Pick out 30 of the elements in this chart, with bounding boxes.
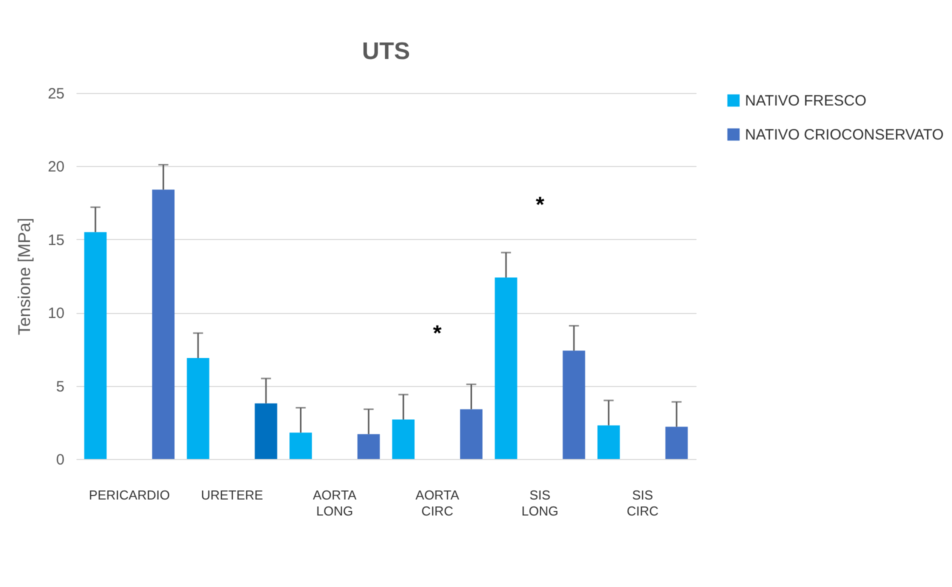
bar — [84, 232, 107, 459]
annotation: * — [433, 320, 442, 346]
bar — [665, 426, 688, 459]
annotation: * — [536, 192, 545, 217]
bar — [597, 425, 620, 459]
y-tick-label: 10 — [48, 305, 64, 322]
x-tick-label: URETERE — [200, 488, 264, 502]
x-tick-label: AORTA LONG — [312, 488, 357, 518]
y-tick-label: 20 — [48, 158, 64, 176]
y-tick-label: 5 — [56, 378, 64, 396]
chart-title: UTS — [362, 38, 410, 65]
bar — [290, 432, 312, 459]
y-tick-label: 25 — [48, 86, 64, 102]
bar — [357, 434, 380, 459]
x-tick-label: AORTA CIRC — [416, 488, 460, 518]
legend-label: NATIVO CRIOCONSERVATO — [745, 126, 944, 144]
x-tick-label: SIS LONG — [522, 488, 558, 518]
x-tick-label: PERICARDIO — [88, 488, 170, 502]
bar — [562, 350, 586, 459]
bar — [460, 409, 482, 459]
bar — [152, 190, 175, 459]
bar — [392, 419, 415, 459]
bar — [254, 403, 278, 459]
bar — [494, 277, 518, 459]
bar — [186, 358, 210, 459]
y-tick-label: 0 — [56, 452, 64, 468]
legend-label: NATIVO FRESCO — [745, 92, 866, 110]
y-axis-title: Tensione [MPa] — [14, 218, 34, 336]
x-tick-label: SIS CIRC — [626, 488, 659, 518]
y-tick-label: 15 — [48, 232, 64, 249]
